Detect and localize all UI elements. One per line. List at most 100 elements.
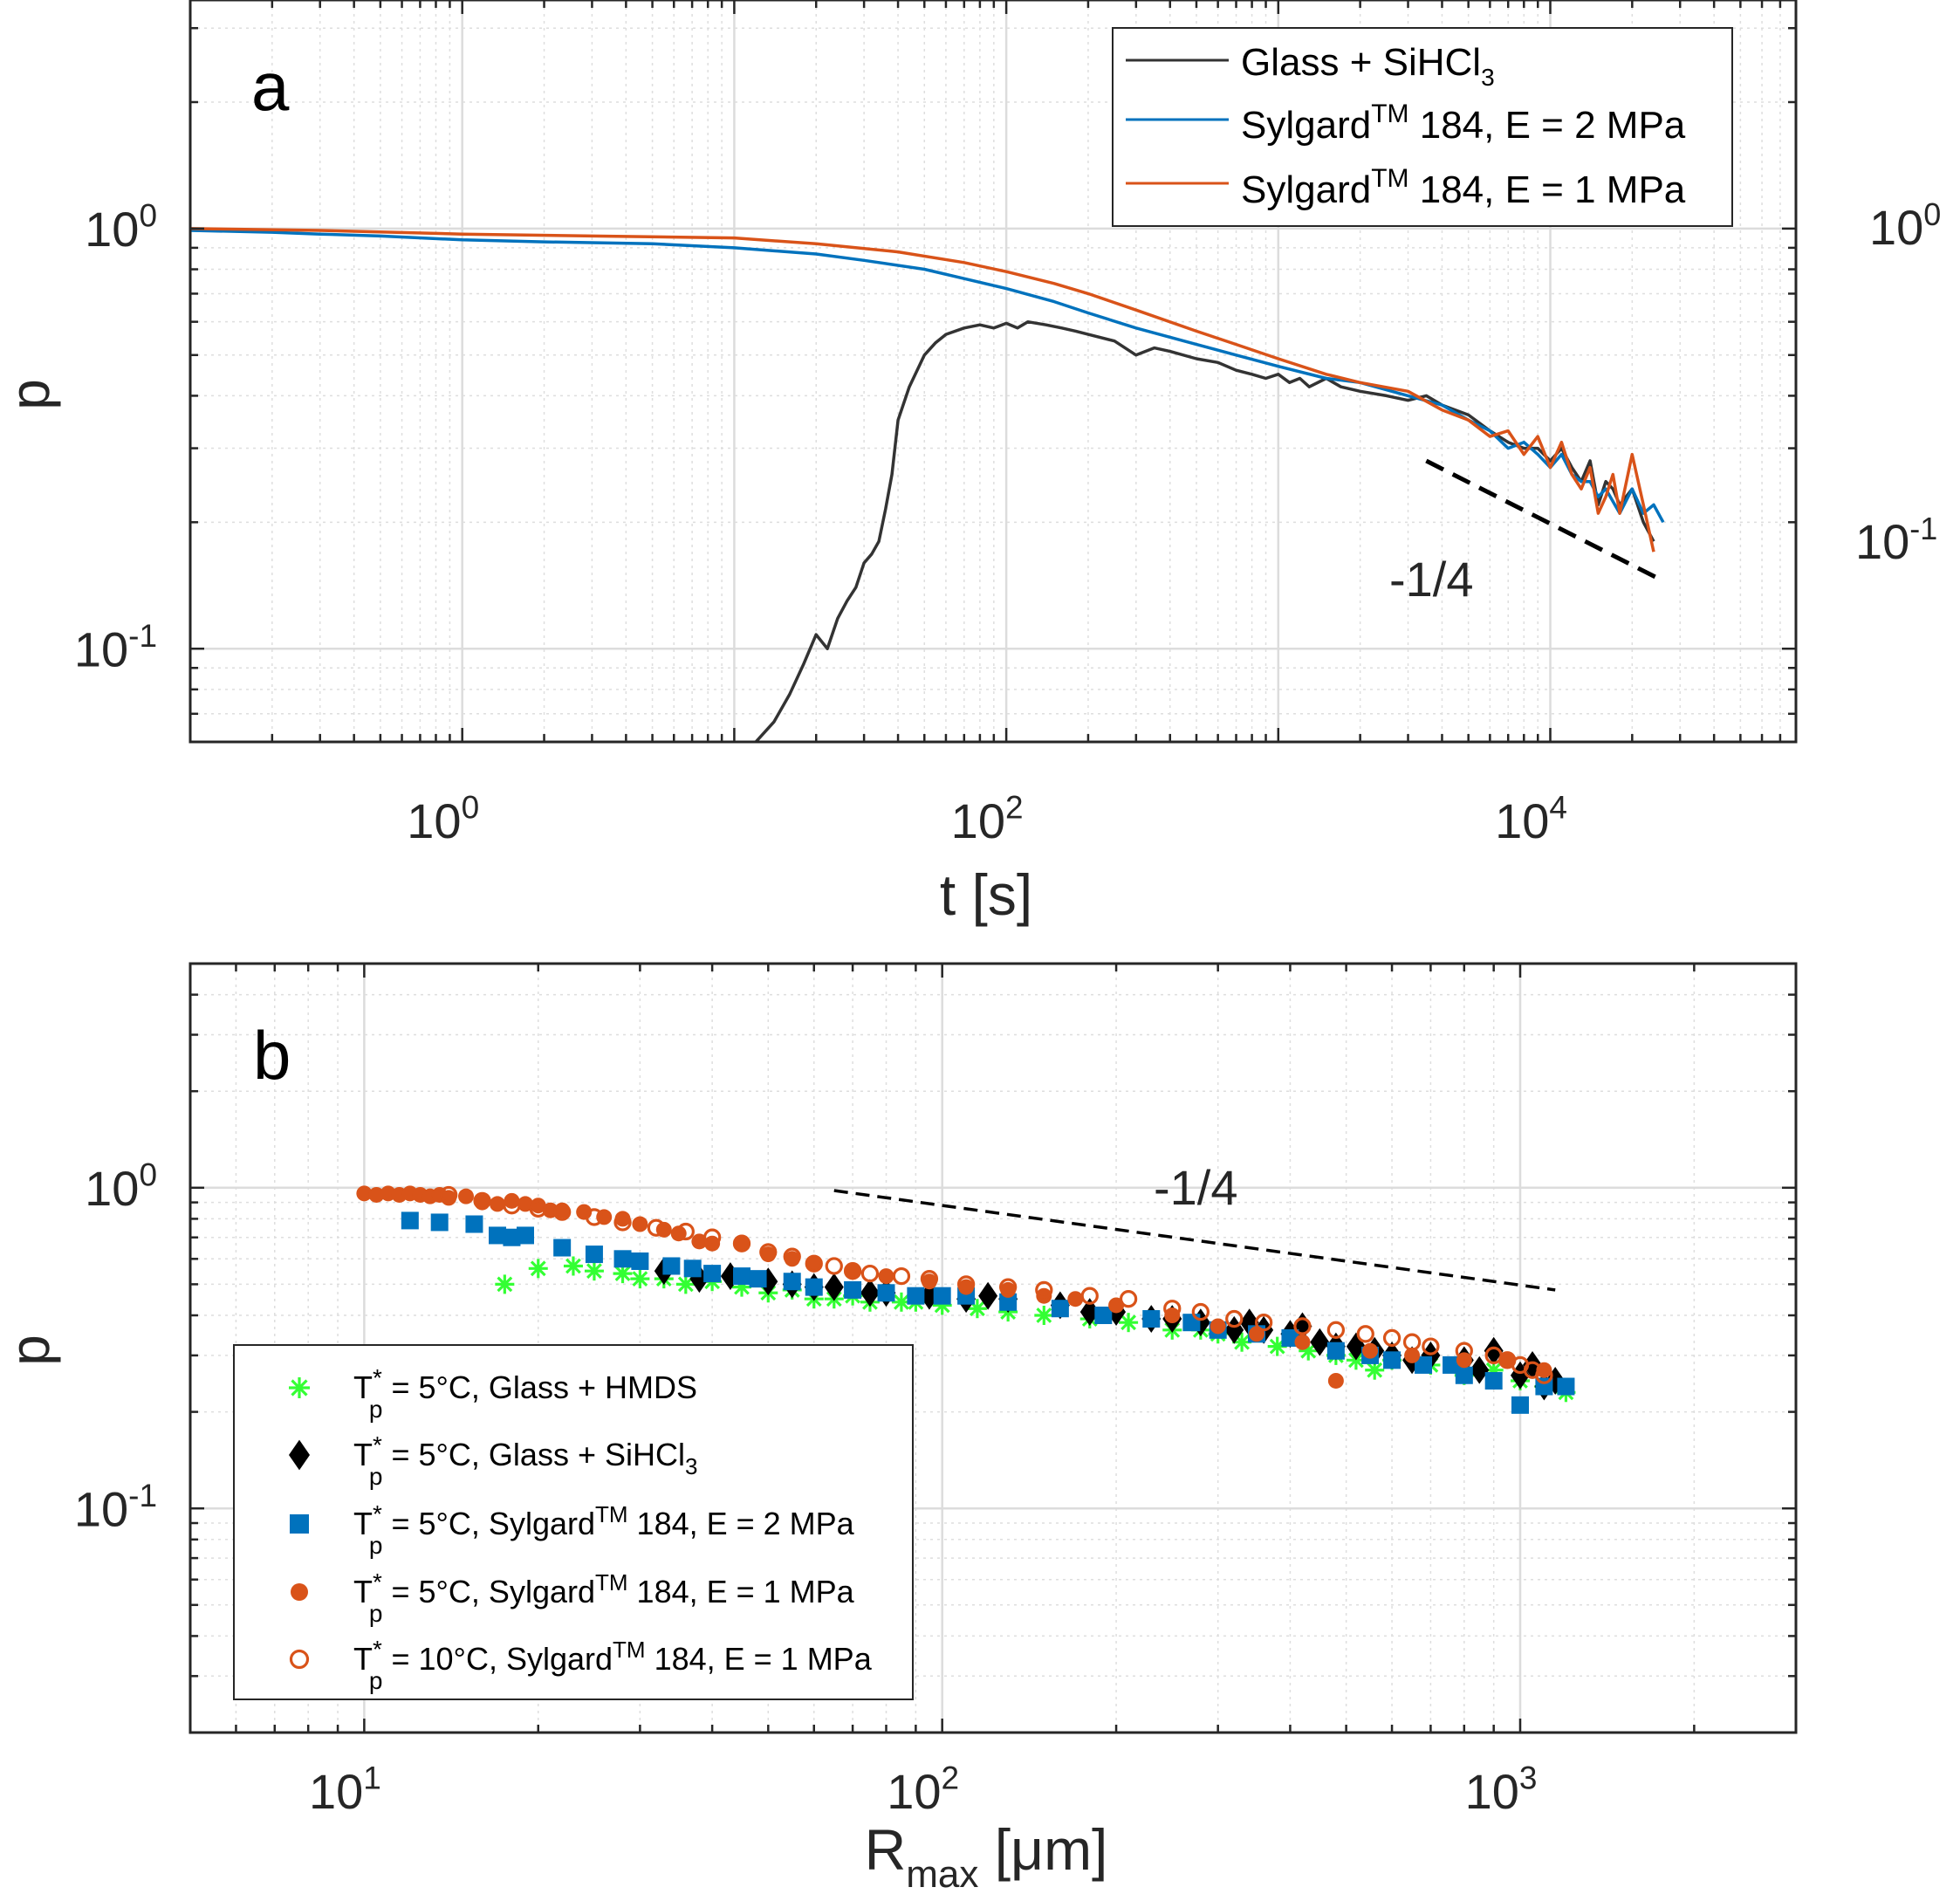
scatter-point-s5 bbox=[553, 1203, 572, 1221]
scatter-point-s5 bbox=[825, 1257, 843, 1275]
legend-b-swatch-3 bbox=[290, 1514, 309, 1534]
legend-b-entry-3: T* p = 5°C, SylgardTM 184, E = 2 MPa bbox=[353, 1500, 855, 1559]
panel-b-label: b bbox=[253, 1017, 291, 1094]
scatter-point-s5 bbox=[805, 1254, 823, 1273]
scatter-point-s3 bbox=[430, 1213, 449, 1232]
slope-label-b: -1/4 bbox=[1154, 1160, 1238, 1215]
scatter-point-s1 bbox=[528, 1259, 548, 1279]
panel-b-axes-box bbox=[188, 962, 1798, 1734]
panel-a-legend: Glass + SiHCl3 SylgardTM 184, E = 2 MPa … bbox=[1112, 27, 1733, 227]
scatter-point-s1 bbox=[563, 1256, 583, 1276]
scatter-point-s5 bbox=[1225, 1309, 1244, 1328]
panel-b-x-label: Rmax [μm] bbox=[865, 1817, 1108, 1896]
scatter-point-s5 bbox=[585, 1208, 604, 1226]
legend-b-swatch-2 bbox=[289, 1439, 310, 1471]
scatter-point-s4 bbox=[632, 1216, 648, 1232]
scatter-point-s3 bbox=[613, 1250, 632, 1268]
scatter-point-s5 bbox=[1455, 1342, 1473, 1360]
scatter-point-s4 bbox=[1210, 1318, 1226, 1335]
scatter-point-s5 bbox=[1080, 1287, 1099, 1305]
y-tick-label: 10-1 bbox=[74, 1478, 157, 1536]
scatter-point-s5 bbox=[860, 1264, 880, 1283]
scatter-point-s5 bbox=[473, 1191, 491, 1210]
scatter-point-s5 bbox=[892, 1266, 911, 1286]
scatter-point-s3 bbox=[465, 1215, 483, 1233]
y-tick-label: 10-1 bbox=[74, 618, 157, 676]
scatter-point-s4 bbox=[1499, 1352, 1516, 1369]
scatter-point-s5 bbox=[440, 1185, 458, 1204]
x-tick-label: 102 bbox=[887, 1760, 959, 1819]
y-tick-label: 100 bbox=[85, 198, 157, 257]
scatter-point-s3 bbox=[489, 1226, 507, 1245]
scatter-point-s5 bbox=[676, 1222, 695, 1241]
scatter-point-s3 bbox=[401, 1211, 419, 1230]
legend-a-entry-3: SylgardTM 184, E = 1 MPa bbox=[1241, 164, 1686, 211]
panel-b-y-label: p bbox=[0, 1335, 61, 1366]
scatter-point-s3 bbox=[703, 1265, 722, 1283]
x-tick-label: 100 bbox=[407, 790, 479, 848]
scatter-point-s4 bbox=[517, 1196, 533, 1212]
scatter-point-s3 bbox=[999, 1293, 1018, 1311]
scatter-point-s4 bbox=[1067, 1291, 1084, 1307]
scatter-point-s4 bbox=[1404, 1347, 1421, 1363]
panel-a-label: a bbox=[251, 48, 290, 125]
panel-b-legend: T* p = 5°C, Glass + HMDS T* p = 5°C, Glass … bbox=[233, 1344, 914, 1700]
scatter-point-s4 bbox=[845, 1263, 861, 1280]
scatter-point-s3 bbox=[585, 1246, 603, 1264]
panel-b: 101 102 103 10-1 100 b -1/4 p Rmax [μm] T* p … bbox=[0, 962, 1798, 1896]
scatter-point-s5 bbox=[1422, 1337, 1440, 1355]
legend-a-entry-1: Glass + SiHCl3 bbox=[1241, 41, 1495, 91]
scatter-point-s3 bbox=[1326, 1342, 1345, 1360]
panel-a-slope-line bbox=[1425, 458, 1664, 583]
scatter-point-s3 bbox=[503, 1228, 521, 1246]
scatter-point-s1 bbox=[584, 1261, 604, 1281]
scatter-point-s5 bbox=[1402, 1333, 1422, 1351]
scatter-point-s5 bbox=[1191, 1302, 1210, 1321]
scatter-point-s4 bbox=[1036, 1287, 1052, 1304]
scatter-point-s5 bbox=[1119, 1290, 1138, 1308]
scatter-point-s4 bbox=[1362, 1342, 1379, 1359]
scatter-point-s1 bbox=[1034, 1306, 1054, 1326]
scatter-point-s3 bbox=[1281, 1328, 1299, 1347]
x-tick-label: 102 bbox=[951, 790, 1024, 848]
scatter-point-s5 bbox=[920, 1269, 939, 1288]
scatter-point-s4 bbox=[490, 1196, 506, 1212]
scatter-point-s3 bbox=[805, 1278, 823, 1296]
scatter-point-s5 bbox=[1535, 1366, 1553, 1384]
scatter-point-s4 bbox=[691, 1233, 708, 1250]
panel-a-x-label: t [s] bbox=[940, 862, 1032, 927]
legend-b-swatch-5 bbox=[289, 1649, 310, 1670]
scatter-point-s4 bbox=[368, 1186, 385, 1203]
scatter-point-s5 bbox=[783, 1247, 801, 1266]
scatter-point-s2 bbox=[1224, 1315, 1244, 1344]
scatter-point-s4 bbox=[805, 1255, 822, 1272]
scatter-point-s5 bbox=[1035, 1280, 1053, 1300]
scatter-point-s3 bbox=[631, 1252, 649, 1270]
scatter-point-s4 bbox=[734, 1235, 750, 1252]
scatter-point-s3 bbox=[877, 1284, 895, 1302]
scatter-point-s5 bbox=[1293, 1317, 1312, 1335]
scatter-point-s3 bbox=[1182, 1314, 1201, 1332]
scatter-point-s3 bbox=[844, 1280, 862, 1299]
panel-a-y-label: p bbox=[0, 379, 61, 410]
scatter-point-s5 bbox=[759, 1243, 778, 1261]
legend-b-entry-1: T* p = 5°C, Glass + HMDS bbox=[353, 1364, 697, 1423]
scatter-point-s2 bbox=[1079, 1298, 1100, 1327]
scatter-point-s3 bbox=[1455, 1366, 1473, 1384]
panel-a-series bbox=[190, 227, 1665, 742]
scatter-point-s2 bbox=[978, 1281, 998, 1310]
scatter-point-s1 bbox=[495, 1274, 515, 1294]
scatter-point-s3 bbox=[749, 1270, 767, 1288]
scatter-point-s5 bbox=[647, 1218, 666, 1237]
x-tick-label: 101 bbox=[309, 1760, 381, 1819]
x-tick-label: 104 bbox=[1495, 790, 1567, 848]
scatter-point-s2 bbox=[1470, 1355, 1490, 1384]
legend-a-entry-2: SylgardTM 184, E = 2 MPa bbox=[1241, 100, 1686, 147]
scatter-point-s3 bbox=[1484, 1371, 1503, 1390]
scatter-point-s4 bbox=[504, 1192, 520, 1209]
scatter-point-s3 bbox=[1094, 1307, 1113, 1325]
scatter-point-s5 bbox=[843, 1262, 862, 1280]
series-line-1 bbox=[754, 319, 1655, 742]
x-tick-label: 103 bbox=[1465, 1760, 1538, 1819]
scatter-point-s1 bbox=[967, 1299, 987, 1319]
